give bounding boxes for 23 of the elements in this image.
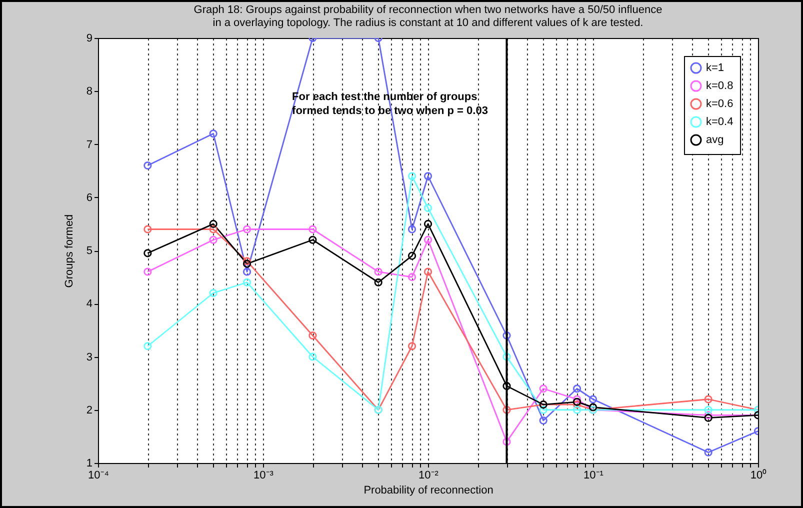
y-tick-label: 6: [86, 192, 92, 204]
y-tick-label: 3: [86, 351, 92, 364]
x-axis-title: Probability of reconnection: [364, 484, 494, 496]
chart-title: Graph 18: Groups against probability of reconnection when two networks have a 50/50 influence: [194, 4, 662, 16]
y-tick-label: 1: [86, 458, 92, 470]
x-tick-label: 10⁻²: [418, 470, 439, 482]
y-tick-label: 5: [86, 245, 92, 257]
y-tick-label: 7: [86, 138, 92, 151]
y-tick-label: 4: [86, 298, 92, 310]
legend-label: k=1: [706, 62, 724, 74]
legend-label: k=0.6: [706, 98, 734, 110]
legend-label: k=0.4: [706, 116, 734, 128]
x-tick-label: 10⁰: [750, 468, 767, 482]
y-tick-label: 2: [86, 404, 92, 416]
x-tick-label: 10⁻³: [254, 470, 274, 482]
legend-label: avg: [706, 134, 724, 146]
x-tick-label: 10⁻⁴: [88, 470, 110, 482]
legend-label: k=0.8: [706, 80, 734, 92]
y-axis-title: Groups formed: [63, 214, 76, 288]
x-tick-label: 10⁻¹: [584, 470, 604, 482]
y-tick-label: 8: [86, 86, 92, 98]
y-tick-label: 9: [86, 32, 92, 44]
chart-subtitle: in a overlaying topology. The radius is constant at 10 and different values of k are tested.: [212, 17, 644, 29]
